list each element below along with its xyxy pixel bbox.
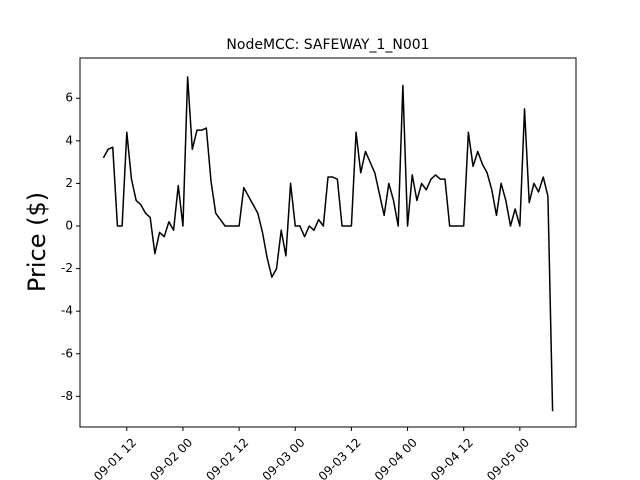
price-line [102,76,554,412]
y-tick-label: 6 [65,91,73,105]
y-tick-label: 2 [65,176,73,190]
x-tick-label: 09-03 12 [316,435,364,480]
x-tick-label: 09-04 12 [428,435,476,480]
y-tick-label: 0 [65,218,73,232]
x-tick-label: 09-02 12 [203,435,251,480]
y-axis-label: Price ($) [23,192,51,292]
x-tick-label: 09-01 12 [91,435,139,480]
y-tick-label: -8 [61,389,73,403]
y-tick-label: -6 [61,346,73,360]
x-tick-label: 09-03 00 [260,435,308,480]
chart-title: NodeMCC: SAFEWAY_1_N001 [226,37,429,53]
y-tick-label: 4 [65,133,73,147]
plot-frame [79,57,577,428]
x-tick-label: 09-04 00 [372,435,420,480]
y-tick-label: -4 [61,304,73,318]
y-tick-label: -2 [61,261,73,275]
x-tick-label: 09-02 00 [147,435,195,480]
x-tick-label: 09-05 00 [484,435,532,480]
